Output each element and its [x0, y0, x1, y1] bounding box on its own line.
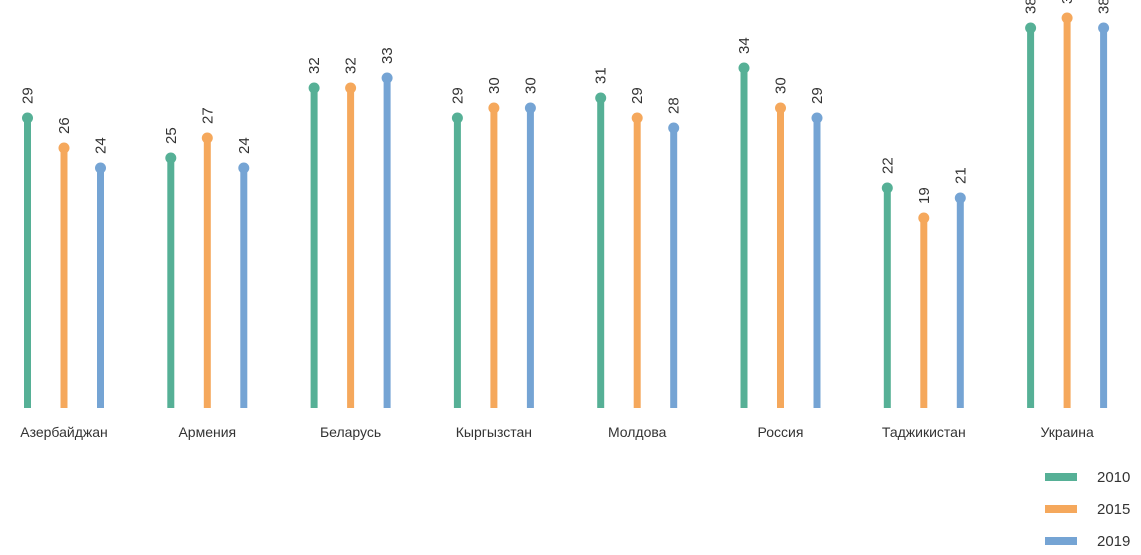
bar-dot [811, 112, 823, 124]
bar-stem [526, 108, 534, 408]
data-label: 38 [1096, 0, 1113, 14]
bar-dot [1025, 22, 1037, 34]
data-label: 39 [1059, 0, 1076, 4]
bar-stem [777, 108, 784, 408]
bar-stem [597, 98, 605, 408]
data-label: 33 [379, 47, 396, 64]
legend-label: 2015 [1097, 501, 1130, 518]
category-labels: Азербайджан Армения Беларусь Кыргызстан Молд… [20, 424, 1094, 440]
bar-stem [24, 118, 31, 408]
data-label: 29 [809, 87, 826, 104]
bar-dot [918, 212, 930, 224]
data-label: 26 [56, 117, 73, 134]
bar-stem [670, 128, 678, 408]
data-label: 19 [916, 187, 933, 204]
bar-dot [22, 112, 33, 124]
bar-stem [203, 138, 211, 408]
bar-stem [383, 78, 391, 408]
bar-stem [490, 108, 498, 408]
bar-dot [1061, 12, 1073, 24]
bar-stem [920, 218, 928, 408]
bar-stem [1027, 28, 1035, 408]
legend-swatch [1045, 505, 1077, 513]
data-label: 24 [236, 137, 253, 154]
data-label: 38 [1023, 0, 1040, 14]
bar-stem [1100, 28, 1108, 408]
legend-label: 2010 [1097, 469, 1130, 486]
legend-swatch [1045, 537, 1077, 545]
legend-swatch [1045, 473, 1077, 481]
data-label: 22 [879, 157, 896, 174]
bar-stem [240, 168, 248, 408]
bar-dot [595, 92, 607, 104]
chart-marks: 29 26 24 25 27 24 32 32 33 29 30 30 31 29 28 34 30 29 22 19… [20, 0, 1113, 408]
bar-dot [524, 102, 536, 114]
bar-dot [488, 102, 500, 114]
bar-dot [308, 82, 320, 94]
data-label: 24 [93, 137, 110, 154]
bar-stem [453, 118, 461, 408]
bar-stem [956, 198, 964, 408]
data-label: 31 [593, 67, 610, 84]
data-label: 29 [629, 87, 646, 104]
category-label: Армения [178, 424, 236, 440]
bar-stem [310, 88, 318, 408]
legend-label: 2019 [1097, 533, 1130, 550]
category-label: Азербайджан [20, 424, 108, 440]
category-label: Кыргызстан [456, 424, 532, 440]
data-label: 29 [449, 87, 466, 104]
data-label: 30 [522, 77, 539, 94]
bar-stem [883, 188, 891, 408]
bar-dot [954, 192, 966, 204]
bar-stem [347, 88, 355, 408]
bar-dot [451, 112, 463, 124]
data-label: 28 [666, 97, 683, 114]
bar-dot [238, 162, 250, 174]
bar-dot [775, 102, 786, 114]
data-label: 25 [163, 127, 180, 144]
data-label: 32 [306, 57, 323, 74]
category-label: Украина [1040, 424, 1094, 440]
bar-dot [1098, 22, 1110, 34]
data-label: 30 [486, 77, 503, 94]
bar-stem [97, 168, 104, 408]
bar-stem [60, 148, 68, 408]
data-label: 29 [20, 87, 37, 104]
bar-stem [1063, 18, 1071, 408]
legend: 2010 2015 2019 [1045, 469, 1130, 550]
bar-dot [738, 62, 750, 74]
bar-dot [881, 182, 893, 194]
bar-dot [95, 162, 106, 174]
bar-stem [633, 118, 641, 408]
bar-dot [381, 72, 393, 84]
category-label: Молдова [608, 424, 667, 440]
data-label: 30 [773, 77, 790, 94]
data-label: 32 [343, 57, 360, 74]
bar-dot [58, 142, 70, 154]
bar-stem [740, 68, 748, 408]
bar-stem [813, 118, 821, 408]
bar-dot [345, 82, 357, 94]
category-label: Таджикистан [882, 424, 966, 440]
bar-dot [165, 152, 177, 164]
category-label: Россия [758, 424, 804, 440]
data-label: 21 [952, 167, 969, 184]
category-label: Беларусь [320, 424, 381, 440]
bar-stem [167, 158, 175, 408]
bar-dot [631, 112, 643, 124]
data-label: 27 [199, 107, 216, 124]
bar-dot [668, 122, 680, 134]
data-label: 34 [736, 37, 753, 54]
bar-dot [201, 132, 213, 144]
